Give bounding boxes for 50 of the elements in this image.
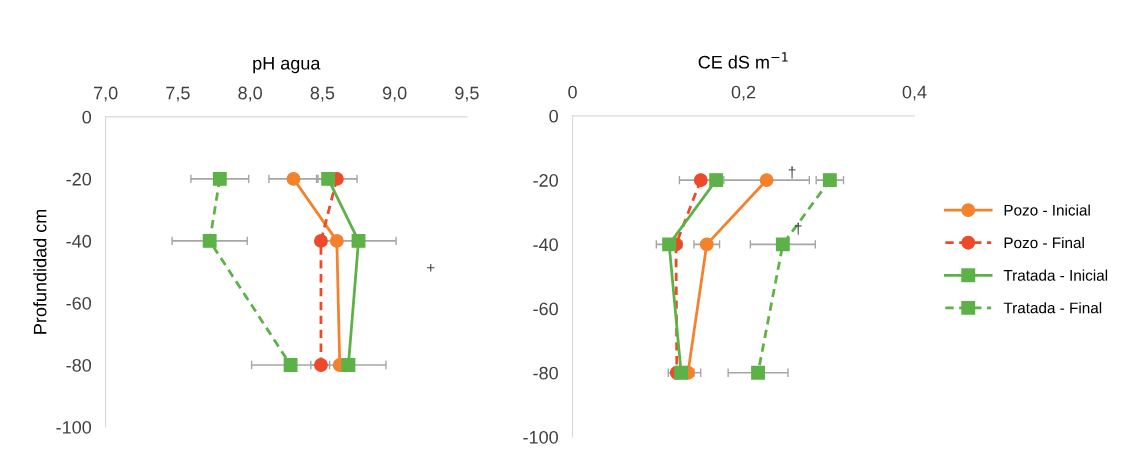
x-tick-label: 9,5 [455,86,479,102]
point [751,365,765,380]
point [693,173,708,188]
point [674,365,689,380]
y-tick-label: 0 [549,109,558,123]
x-tick-label: 0 [568,85,577,99]
point [775,237,790,252]
point [709,173,724,188]
point [329,233,344,248]
x-tick-label: 0,4 [902,85,927,101]
point [351,233,366,248]
y-tick-label: -40 [533,238,558,252]
point [314,233,328,248]
y-tick-label: -100 [523,430,558,444]
y-tick-label: -20 [66,172,92,186]
x-tick-label: 8,0 [238,86,262,102]
legend-label: Pozo - Final [1004,236,1084,249]
y-tick-label: -60 [66,296,92,310]
y-tick-label: -40 [66,234,92,248]
y-tick-label: -60 [533,302,558,316]
y-tick-label: -80 [66,358,92,372]
point [321,171,336,186]
legend-label: Tratada - Final [1003,302,1102,314]
point [286,171,301,186]
point [759,173,774,188]
point [314,358,328,372]
x-tick-label: 0,2 [731,85,756,101]
y-tick-label: -80 [533,366,558,380]
x-tick-label: 7,5 [166,86,190,102]
point [662,237,677,252]
y-axis-title: Profundidad cm [33,209,47,334]
y-tick-label: -20 [533,174,558,187]
x-tick-label: 8,5 [310,86,335,102]
point [202,233,217,248]
point [283,358,298,372]
point [212,171,227,186]
x-tick-label: 9,0 [382,86,407,102]
point [341,358,356,372]
x-tick-label: 7,0 [94,86,118,102]
point [699,237,714,252]
y-tick-label: -100 [56,420,92,434]
legend-label: Pozo - Inicial [1004,204,1090,216]
point [822,173,837,188]
annotation: † [795,222,802,235]
x-axis-title: CE dS m$^{−1}$ [698,52,788,69]
annotation: † [788,166,796,179]
y-tick-label: 0 [82,110,92,124]
legend-label: Tratada - Inicial [1003,269,1108,281]
annotation: + [427,263,435,272]
x-axis-title: pH agua [253,57,321,74]
